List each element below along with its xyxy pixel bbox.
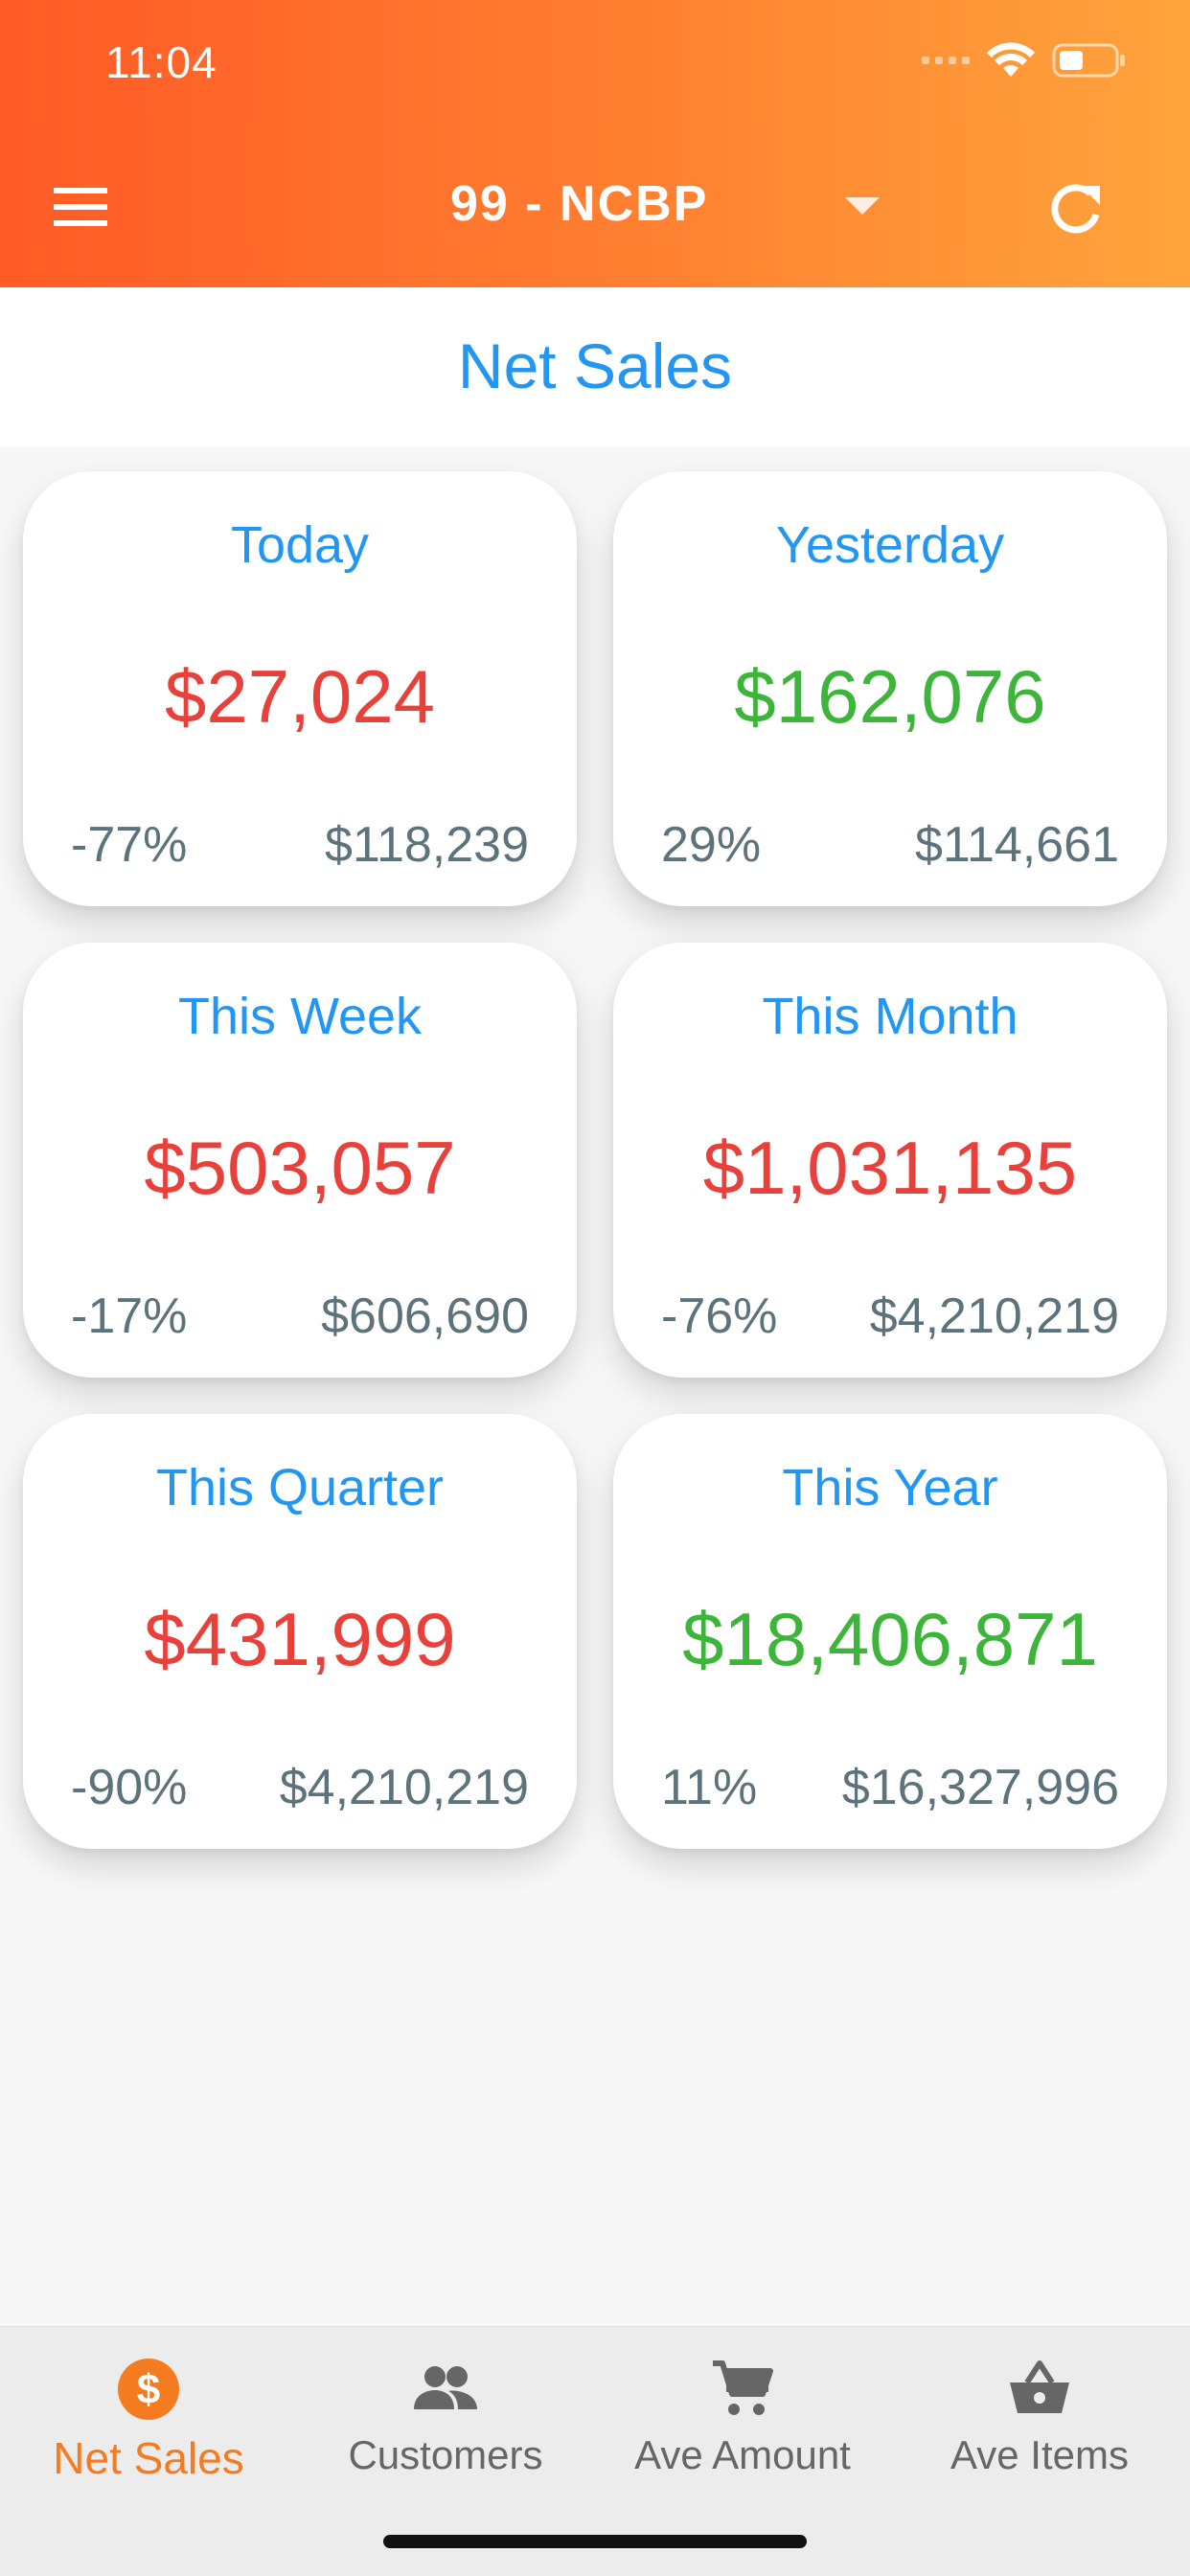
cellular-signal-icon: [922, 57, 970, 64]
basket-icon: [1010, 2360, 1069, 2413]
card-value: $18,406,871: [682, 1597, 1098, 1681]
card-label: This Quarter: [155, 1459, 445, 1516]
wifi-icon: [987, 42, 1035, 77]
caret-down-icon[interactable]: [845, 197, 880, 215]
card-change-percent: -90%: [71, 1760, 188, 1815]
tab-label: Ave Items: [950, 2432, 1129, 2477]
card-change-percent: -17%: [71, 1288, 188, 1344]
sales-card-this-month[interactable]: This Month $1,031,135 -76% $4,210,219: [613, 943, 1167, 1378]
dollar-circle-icon: $: [118, 2359, 179, 2420]
tab-label: Net Sales: [53, 2433, 244, 2483]
hamburger-menu-icon[interactable]: [54, 188, 107, 226]
card-footer: -76% $4,210,219: [661, 1288, 1119, 1345]
tab-ave-items[interactable]: Ave Items: [891, 2356, 1188, 2478]
card-value: $1,031,135: [702, 1126, 1078, 1210]
svg-text:$: $: [137, 2366, 160, 2413]
app-header: 11:04 99 - NCBP: [0, 0, 1190, 287]
page-title-bar: Net Sales: [0, 287, 1190, 446]
battery-icon: [1052, 43, 1125, 78]
card-footer: -90% $4,210,219: [71, 1759, 529, 1816]
people-icon: [414, 2366, 477, 2409]
card-value: $162,076: [734, 654, 1046, 739]
card-comparison-value: $118,239: [324, 817, 529, 873]
page-title: Net Sales: [457, 331, 733, 401]
card-label: This Week: [177, 988, 423, 1045]
sales-cards-grid: Today $27,024 -77% $118,239 Yesterday $1…: [23, 471, 1167, 1849]
store-selector[interactable]: 99 - NCBP: [450, 176, 709, 232]
card-footer: -77% $118,239: [71, 816, 529, 874]
card-change-percent: -77%: [71, 817, 188, 873]
card-label: This Year: [782, 1459, 998, 1516]
card-comparison-value: $16,327,996: [841, 1760, 1119, 1815]
sales-card-this-quarter[interactable]: This Quarter $431,999 -90% $4,210,219: [23, 1414, 577, 1849]
bottom-tab-bar: $ Net Sales Customers Ave Amount Ave Ite…: [0, 2326, 1190, 2576]
tab-label: Ave Amount: [634, 2432, 851, 2477]
card-comparison-value: $606,690: [321, 1288, 529, 1344]
tab-ave-amount[interactable]: Ave Amount: [594, 2356, 891, 2478]
home-indicator: [383, 2535, 807, 2548]
status-time: 11:04: [105, 37, 217, 87]
sales-card-this-year[interactable]: This Year $18,406,871 11% $16,327,996: [613, 1414, 1167, 1849]
card-value: $27,024: [165, 654, 435, 739]
sales-card-this-week[interactable]: This Week $503,057 -17% $606,690: [23, 943, 577, 1378]
status-icons: [922, 42, 1127, 79]
sales-card-today[interactable]: Today $27,024 -77% $118,239: [23, 471, 577, 906]
card-comparison-value: $114,661: [914, 817, 1119, 873]
card-footer: 11% $16,327,996: [661, 1759, 1119, 1816]
card-value: $503,057: [144, 1126, 456, 1210]
card-change-percent: 11%: [661, 1760, 758, 1815]
refresh-icon[interactable]: [1046, 180, 1108, 238]
card-label: Today: [230, 516, 370, 574]
card-footer: 29% $114,661: [661, 816, 1119, 874]
card-change-percent: 29%: [661, 817, 762, 873]
card-comparison-value: $4,210,219: [869, 1288, 1119, 1344]
cart-icon: [713, 2360, 773, 2415]
tab-label: Customers: [348, 2432, 543, 2477]
card-label: This Month: [762, 988, 1018, 1045]
card-footer: -17% $606,690: [71, 1288, 529, 1345]
card-comparison-value: $4,210,219: [279, 1760, 529, 1815]
card-value: $431,999: [144, 1597, 456, 1681]
tab-customers[interactable]: Customers: [297, 2356, 594, 2478]
card-change-percent: -76%: [661, 1288, 778, 1344]
tab-net-sales[interactable]: $ Net Sales: [0, 2356, 297, 2484]
card-label: Yesterday: [775, 516, 1005, 574]
sales-card-yesterday[interactable]: Yesterday $162,076 29% $114,661: [613, 471, 1167, 906]
